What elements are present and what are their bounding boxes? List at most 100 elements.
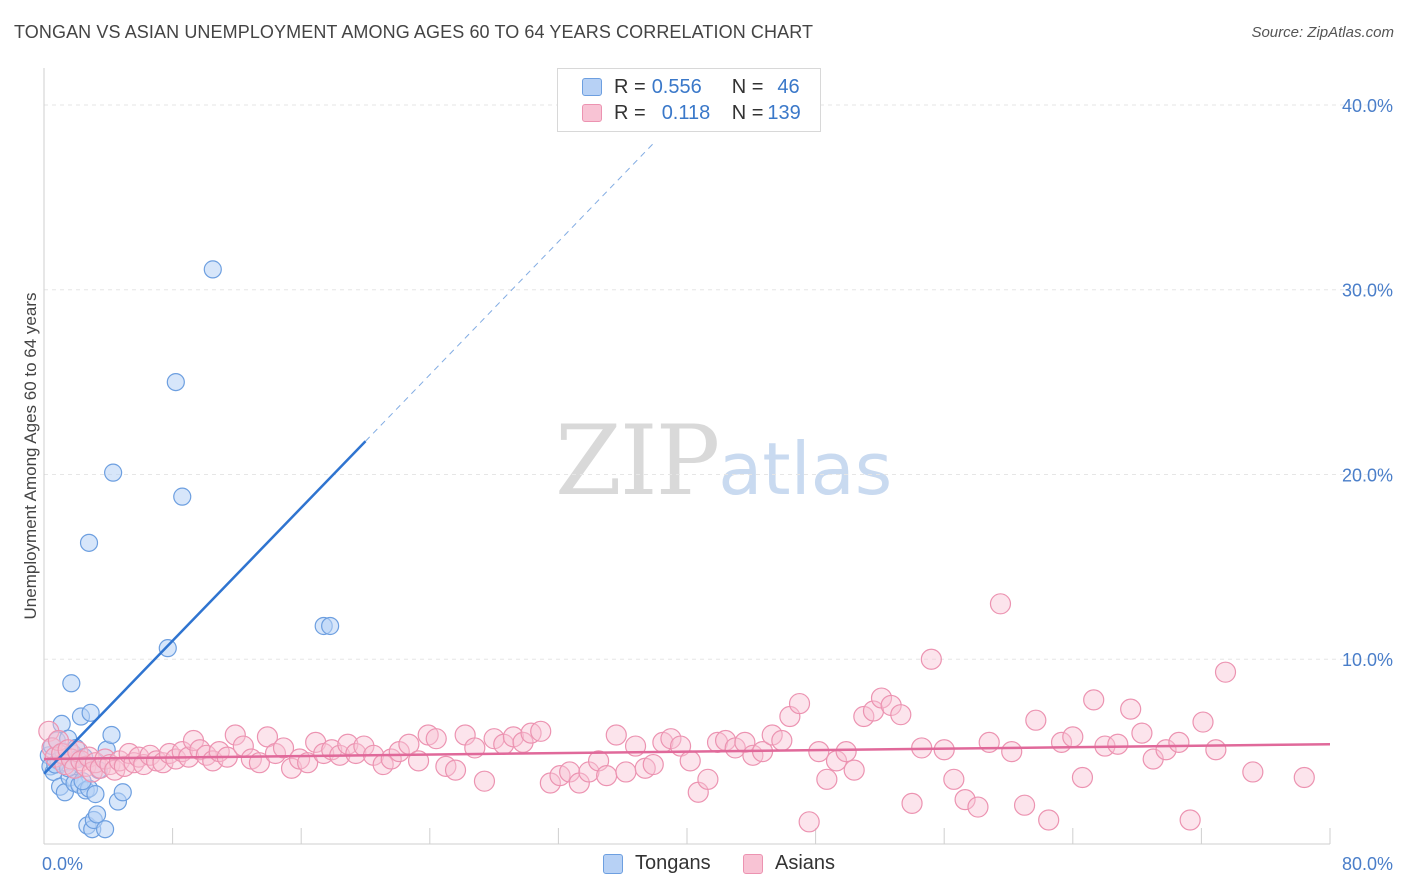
tongan-point — [321, 616, 340, 636]
asian-point — [943, 768, 965, 790]
asian-point — [1120, 698, 1142, 720]
chart-source: Source: ZipAtlas.com — [1251, 24, 1394, 41]
asian-point — [954, 789, 976, 811]
axes — [43, 68, 1331, 845]
asian-point — [843, 759, 865, 781]
asian-point — [734, 731, 756, 753]
asian-point — [788, 692, 811, 715]
trend-lines — [43, 141, 1331, 775]
y-tick-label: 40.0% — [1342, 96, 1393, 116]
correlation-legend: R = 0.556 N = 46 R = 0.118 N = 139 — [557, 68, 821, 132]
asian-point — [816, 768, 838, 790]
asian-point — [901, 792, 923, 814]
legend-n-label: N = — [731, 75, 764, 98]
asian-point — [615, 761, 637, 783]
asian-point — [1242, 761, 1264, 783]
asian-point — [771, 729, 793, 752]
y-tick-label: 10.0% — [1342, 650, 1393, 670]
asian-point — [890, 704, 912, 726]
asian-point — [1083, 689, 1105, 711]
tongan-point — [79, 533, 99, 552]
asian-point — [679, 750, 701, 772]
asian-point — [596, 765, 618, 787]
legend-swatch-tongans — [603, 853, 623, 874]
asian-point — [425, 728, 447, 750]
tongan-point — [102, 725, 121, 745]
asian-point — [724, 737, 746, 759]
legend-item-tongans[interactable]: Tongans — [603, 852, 711, 875]
trend-line-tongans-extension — [365, 141, 656, 442]
asian-point — [967, 796, 989, 818]
legend-item-asians[interactable]: Asians — [743, 852, 835, 875]
asian-point — [642, 753, 664, 776]
grid — [44, 104, 1390, 660]
asian-point — [1214, 661, 1237, 683]
legend-n-label: N = — [731, 101, 764, 124]
asian-point — [224, 724, 246, 746]
legend-swatch-asians — [743, 853, 763, 874]
asian-point — [808, 741, 830, 763]
asian-point — [1205, 739, 1227, 761]
asian-point — [835, 741, 857, 763]
y-tick-label: 20.0% — [1342, 465, 1393, 485]
watermark-atlas: atlas — [718, 427, 893, 511]
watermark: ZIPatlas — [555, 405, 892, 517]
legend-label-tongans: Tongans — [635, 852, 711, 874]
asian-point — [444, 759, 467, 781]
asian-point — [1013, 794, 1036, 816]
legend-row-asians: R = 0.118 N = 139 — [582, 101, 801, 125]
series-legend: Tongans Asians — [0, 852, 1406, 878]
tongan-point — [95, 820, 115, 839]
legend-r-label: R = — [614, 101, 646, 124]
trend-line-tongans — [43, 440, 367, 775]
legend-n-value: 46 — [777, 75, 800, 98]
legend-r-value: 0.556 — [651, 75, 702, 98]
series-asians — [38, 593, 1315, 833]
asian-point — [502, 726, 524, 748]
asian-point — [798, 811, 820, 833]
asian-point — [1192, 711, 1214, 733]
asian-point — [989, 593, 1012, 615]
x-tick-label: 80.0% — [1342, 854, 1393, 874]
asian-point — [605, 724, 627, 746]
legend-swatch-tongans — [582, 78, 602, 96]
legend-label-asians: Asians — [775, 852, 836, 874]
asian-point — [761, 724, 783, 746]
tongan-point — [173, 487, 192, 506]
asian-point — [1107, 733, 1129, 755]
tongan-point — [81, 703, 100, 722]
legend-n-value: 139 — [767, 101, 801, 124]
tongan-point — [166, 372, 185, 392]
asian-point — [195, 744, 217, 766]
y-tick-label: 30.0% — [1342, 281, 1393, 301]
tongan-point — [86, 785, 105, 804]
legend-row-tongans: R = 0.556 N = 46 — [582, 75, 800, 99]
tongan-point — [158, 639, 177, 658]
asian-point — [272, 737, 295, 759]
chart-title: TONGAN VS ASIAN UNEMPLOYMENT AMONG AGES … — [14, 22, 814, 42]
asian-point — [697, 768, 719, 790]
asian-point — [1071, 766, 1094, 789]
asian-point — [1155, 739, 1177, 761]
asian-point — [473, 770, 496, 792]
tongan-point — [203, 260, 222, 279]
x-tick-label: 0.0% — [42, 854, 83, 874]
asian-point — [1293, 766, 1315, 789]
asian-point — [530, 720, 552, 742]
tongan-point — [62, 674, 81, 693]
asian-point — [345, 742, 367, 765]
y-axis-label: Unemployment Among Ages 60 to 64 years — [21, 293, 40, 620]
axis-labels: 10.0% 20.0% 30.0% 40.0% 0.0% 80.0% Unemploymen… — [21, 96, 1393, 874]
asian-point — [1025, 709, 1047, 731]
asian-point — [1062, 726, 1084, 748]
asian-point — [297, 752, 319, 774]
asian-point — [1001, 741, 1023, 763]
watermark-zip: ZIP — [555, 405, 720, 517]
trend-line-asians — [43, 742, 1331, 761]
asian-point — [1168, 731, 1190, 753]
tongan-point — [87, 805, 107, 824]
asian-point — [1038, 809, 1060, 831]
tongan-point — [104, 463, 123, 482]
legend-swatch-asians — [582, 104, 602, 122]
